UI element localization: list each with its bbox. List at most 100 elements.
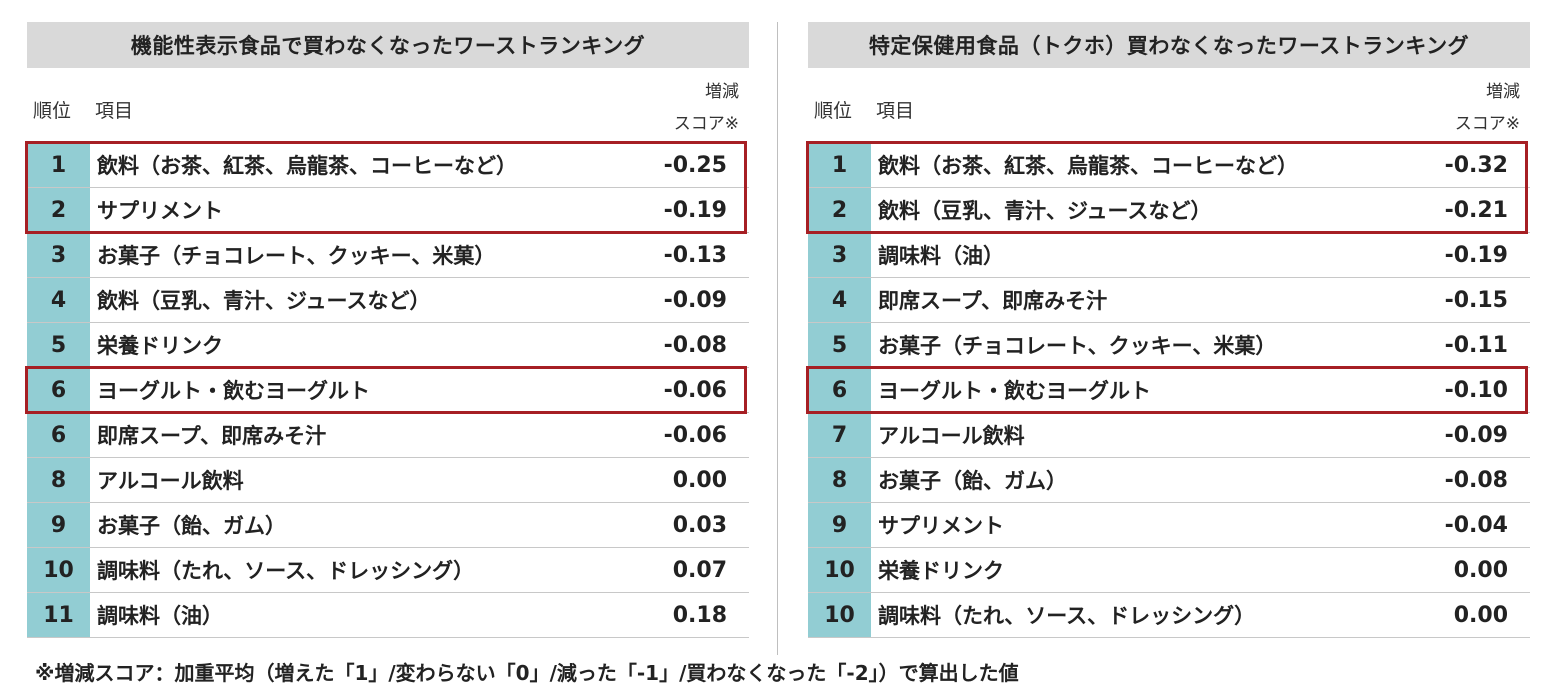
column-header-rank: 順位 bbox=[814, 100, 853, 122]
table-header: 順位 項目 増減 スコア※ bbox=[27, 68, 749, 143]
item-cell: サプリメント bbox=[878, 514, 1004, 538]
rank-cell: 3 bbox=[808, 233, 871, 277]
table-row: 4 飲料（豆乳、青汁、ジュースなど） -0.09 bbox=[27, 278, 749, 323]
table-row: 3 調味料（油） -0.19 bbox=[808, 233, 1530, 278]
rank-cell: 1 bbox=[808, 143, 871, 187]
table-row: 10 栄養ドリンク 0.00 bbox=[808, 548, 1530, 593]
item-cell: ヨーグルト・飲むヨーグルト bbox=[878, 379, 1151, 403]
item-cell: お菓子（飴、ガム） bbox=[97, 514, 286, 538]
item-cell: 飲料（豆乳、青汁、ジュースなど） bbox=[878, 199, 1212, 223]
rank-cell: 1 bbox=[27, 143, 90, 187]
score-cell: -0.15 bbox=[1444, 287, 1508, 313]
score-cell: -0.32 bbox=[1444, 152, 1508, 178]
table-rows: 1 飲料（お茶、紅茶、烏龍茶、コーヒーなど） -0.32 2 飲料（豆乳、青汁、ジュース… bbox=[806, 141, 1530, 638]
rank-cell: 10 bbox=[27, 548, 90, 592]
rank-cell: 11 bbox=[27, 593, 90, 637]
item-cell: アルコール飲料 bbox=[97, 469, 244, 493]
column-header-rank: 順位 bbox=[33, 100, 72, 122]
rank-cell: 4 bbox=[27, 278, 90, 322]
item-cell: 栄養ドリンク bbox=[878, 559, 1004, 583]
score-cell: -0.09 bbox=[1444, 422, 1508, 448]
column-header-item: 項目 bbox=[95, 100, 134, 122]
score-cell: 0.18 bbox=[672, 602, 727, 628]
rank-cell: 5 bbox=[808, 323, 871, 367]
table-title: 特定保健用食品（トクホ）買わなくなったワーストランキング bbox=[808, 22, 1530, 68]
rank-cell: 9 bbox=[27, 503, 90, 547]
score-cell: 0.03 bbox=[672, 512, 727, 538]
rank-cell: 4 bbox=[808, 278, 871, 322]
rank-cell: 6 bbox=[808, 368, 871, 412]
score-cell: -0.11 bbox=[1444, 332, 1508, 358]
table-row: 8 アルコール飲料 0.00 bbox=[27, 458, 749, 503]
rank-cell: 10 bbox=[808, 593, 871, 637]
column-header-score: 増減 スコア※ bbox=[673, 82, 739, 134]
table-row: 1 飲料（お茶、紅茶、烏龍茶、コーヒーなど） -0.25 bbox=[27, 143, 749, 188]
rank-cell: 8 bbox=[808, 458, 871, 502]
score-cell: -0.19 bbox=[663, 197, 727, 223]
rank-cell: 10 bbox=[808, 548, 871, 592]
score-cell: -0.04 bbox=[1444, 512, 1508, 538]
item-cell: お菓子（飴、ガム） bbox=[878, 469, 1067, 493]
item-cell: サプリメント bbox=[97, 199, 223, 223]
column-header-score: 増減 スコア※ bbox=[1454, 82, 1520, 134]
table-row: 3 お菓子（チョコレート、クッキー、米菓） -0.13 bbox=[27, 233, 749, 278]
item-cell: 即席スープ、即席みそ汁 bbox=[97, 424, 327, 448]
table-row: 9 お菓子（飴、ガム） 0.03 bbox=[27, 503, 749, 548]
score-cell: -0.09 bbox=[663, 287, 727, 313]
panel-divider bbox=[777, 22, 778, 655]
table-row: 2 サプリメント -0.19 bbox=[27, 188, 749, 233]
score-cell: -0.08 bbox=[1444, 467, 1508, 493]
ranking-table-functional-foods: 機能性表示食品で買わなくなったワーストランキング 順位 項目 増減 スコア※ 1… bbox=[25, 22, 749, 638]
item-cell: アルコール飲料 bbox=[878, 424, 1025, 448]
item-cell: 飲料（お茶、紅茶、烏龍茶、コーヒーなど） bbox=[878, 154, 1298, 178]
score-cell: -0.06 bbox=[663, 377, 727, 403]
table-row: 6 即席スープ、即席みそ汁 -0.06 bbox=[27, 413, 749, 458]
table-row: 10 調味料（たれ、ソース、ドレッシング） 0.07 bbox=[27, 548, 749, 593]
table-row: 2 飲料（豆乳、青汁、ジュースなど） -0.21 bbox=[808, 188, 1530, 233]
item-cell: 調味料（たれ、ソース、ドレッシング） bbox=[97, 559, 475, 583]
table-row: 11 調味料（油） 0.18 bbox=[27, 593, 749, 638]
rank-cell: 2 bbox=[27, 188, 90, 232]
table-row: 7 アルコール飲料 -0.09 bbox=[808, 413, 1530, 458]
item-cell: 栄養ドリンク bbox=[97, 334, 223, 358]
item-cell: お菓子（チョコレート、クッキー、米菓） bbox=[878, 334, 1277, 358]
rank-cell: 5 bbox=[27, 323, 90, 367]
table-row: 5 栄養ドリンク -0.08 bbox=[27, 323, 749, 368]
ranking-table-tokuho: 特定保健用食品（トクホ）買わなくなったワーストランキング 順位 項目 増減 スコ… bbox=[806, 22, 1530, 638]
table-row: 10 調味料（たれ、ソース、ドレッシング） 0.00 bbox=[808, 593, 1530, 638]
item-cell: 調味料（油） bbox=[97, 604, 223, 628]
item-cell: お菓子（チョコレート、クッキー、米菓） bbox=[97, 244, 496, 268]
score-cell: 0.00 bbox=[1453, 602, 1508, 628]
score-cell: 0.00 bbox=[1453, 557, 1508, 583]
item-cell: 即席スープ、即席みそ汁 bbox=[878, 289, 1108, 313]
table-row: 1 飲料（お茶、紅茶、烏龍茶、コーヒーなど） -0.32 bbox=[808, 143, 1530, 188]
table-title: 機能性表示食品で買わなくなったワーストランキング bbox=[27, 22, 749, 68]
rank-cell: 6 bbox=[27, 413, 90, 457]
rank-cell: 6 bbox=[27, 368, 90, 412]
table-row: 4 即席スープ、即席みそ汁 -0.15 bbox=[808, 278, 1530, 323]
score-cell: -0.08 bbox=[663, 332, 727, 358]
item-cell: 飲料（お茶、紅茶、烏龍茶、コーヒーなど） bbox=[97, 154, 517, 178]
score-cell: -0.19 bbox=[1444, 242, 1508, 268]
table-header: 順位 項目 増減 スコア※ bbox=[808, 68, 1530, 143]
score-cell: -0.25 bbox=[663, 152, 727, 178]
score-cell: -0.13 bbox=[663, 242, 727, 268]
rank-cell: 2 bbox=[808, 188, 871, 232]
item-cell: 飲料（豆乳、青汁、ジュースなど） bbox=[97, 289, 431, 313]
score-cell: 0.07 bbox=[672, 557, 727, 583]
table-rows: 1 飲料（お茶、紅茶、烏龍茶、コーヒーなど） -0.25 2 サプリメント -0.19 3 お… bbox=[25, 141, 749, 638]
table-row: 8 お菓子（飴、ガム） -0.08 bbox=[808, 458, 1530, 503]
rank-cell: 9 bbox=[808, 503, 871, 547]
item-cell: ヨーグルト・飲むヨーグルト bbox=[97, 379, 370, 403]
score-cell: -0.10 bbox=[1444, 377, 1508, 403]
rank-cell: 8 bbox=[27, 458, 90, 502]
footnote: ※増減スコア：加重平均（増えた「1」/変わらない「0」/減った「-1」/買わなく… bbox=[35, 661, 1019, 685]
item-cell: 調味料（たれ、ソース、ドレッシング） bbox=[878, 604, 1256, 628]
table-row: 5 お菓子（チョコレート、クッキー、米菓） -0.11 bbox=[808, 323, 1530, 368]
score-cell: -0.21 bbox=[1444, 197, 1508, 223]
table-row: 9 サプリメント -0.04 bbox=[808, 503, 1530, 548]
column-header-item: 項目 bbox=[876, 100, 915, 122]
table-row: 6 ヨーグルト・飲むヨーグルト -0.10 bbox=[808, 368, 1530, 413]
score-cell: -0.06 bbox=[663, 422, 727, 448]
rank-cell: 3 bbox=[27, 233, 90, 277]
